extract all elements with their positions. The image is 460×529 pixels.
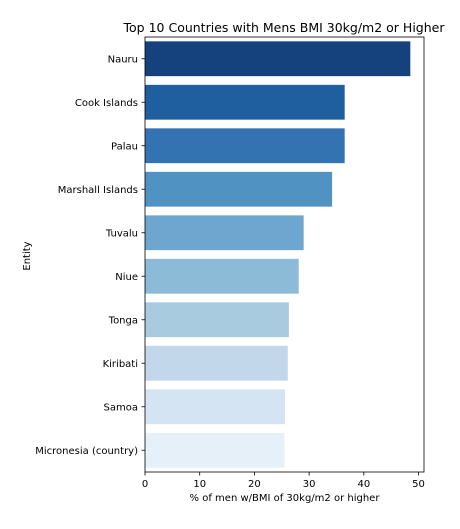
bar — [145, 215, 304, 251]
x-tick-label: 10 — [193, 479, 206, 490]
chart-title: Top 10 Countries with Mens BMI 30kg/m2 o… — [123, 20, 446, 35]
y-tick-label: Cook Islands — [75, 98, 138, 109]
y-tick-label: Nauru — [108, 54, 138, 65]
bar — [145, 432, 285, 468]
y-axis-label: Entity — [22, 241, 33, 270]
y-tick-label: Tuvalu — [105, 228, 138, 239]
bar — [145, 302, 289, 338]
y-tick-label: Marshall Islands — [58, 185, 138, 196]
bar — [145, 389, 286, 425]
x-axis-label: % of men w/BMI of 30kg/m2 or higher — [190, 493, 381, 504]
bars-layer — [145, 41, 411, 468]
y-tick-label: Samoa — [104, 402, 138, 413]
bar — [145, 41, 411, 77]
x-tick-labels: 0 10 20 30 40 50 — [142, 472, 425, 490]
bar — [145, 258, 299, 294]
x-tick-label: 40 — [357, 479, 370, 490]
y-tick-label: Niue — [115, 272, 138, 283]
bar — [145, 128, 345, 164]
y-tick-label: Micronesia (country) — [35, 446, 138, 457]
bar — [145, 171, 333, 207]
x-tick-label: 20 — [248, 479, 261, 490]
y-tick-label: Tonga — [108, 315, 138, 326]
plot-area-frame — [144, 36, 425, 473]
y-tick-label: Kiribati — [103, 359, 138, 370]
x-tick-label: 30 — [303, 479, 316, 490]
x-tick-label: 0 — [142, 479, 148, 490]
y-tick-label: Palau — [111, 141, 138, 152]
y-tick-labels: Nauru Cook Islands Palau Marshall Islands Tu… — [35, 54, 145, 457]
bar — [145, 84, 345, 120]
x-tick-label: 50 — [412, 479, 425, 490]
bar — [145, 345, 288, 381]
